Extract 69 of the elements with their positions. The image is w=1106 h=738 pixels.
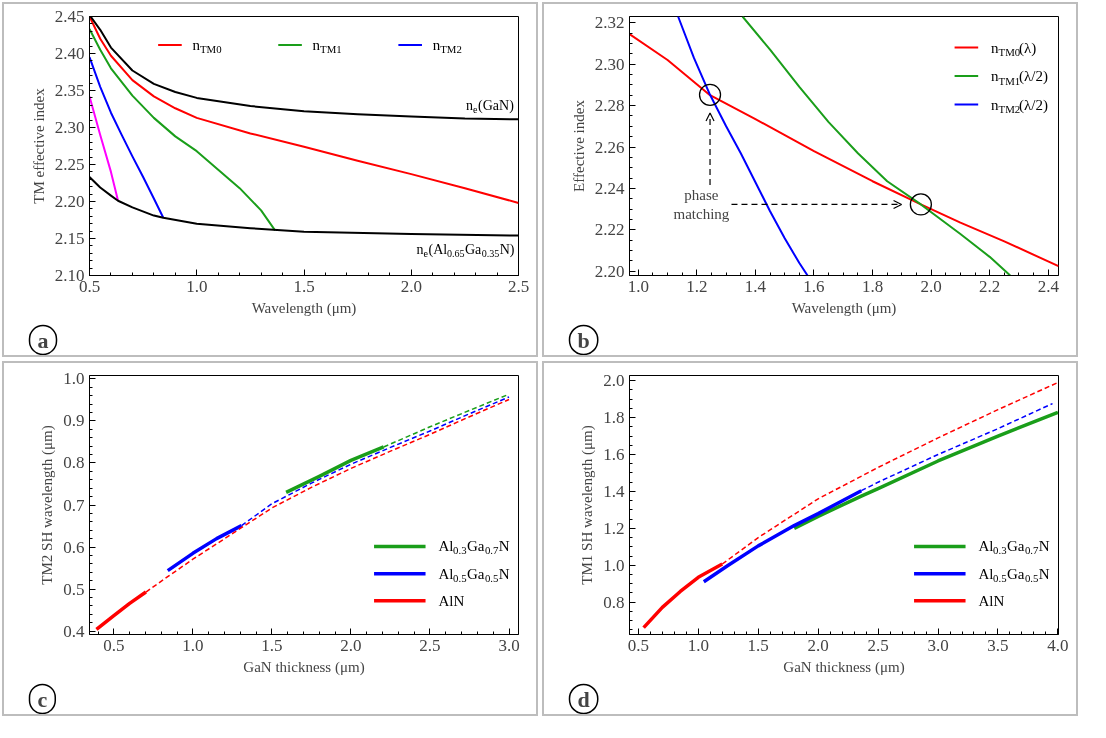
y-tick-label: 2.25 <box>54 155 85 174</box>
y-tick-label: 2.0 <box>603 371 625 391</box>
x-tick-label: 1.6 <box>803 276 825 296</box>
y-tick-label: 0.6 <box>63 537 85 557</box>
x-tick-label: 1.5 <box>293 276 315 296</box>
x-axis-title: Wavelength (μm) <box>251 299 357 317</box>
x-tick-label: 2.4 <box>1037 276 1060 296</box>
y-tick-label: 2.20 <box>594 261 625 281</box>
y-tick-label: 2.40 <box>54 44 85 63</box>
y-tick-label: 2.28 <box>594 96 625 116</box>
x-axis-title: GaN thickness (μm) <box>243 658 365 676</box>
text: a <box>37 327 49 353</box>
legend-label: AlN <box>438 592 465 609</box>
y-tick-label: 1.2 <box>603 518 625 538</box>
x-tick-label: 4.0 <box>1047 635 1069 655</box>
x-tick-label: 1.4 <box>744 276 767 296</box>
x-tick-label: 1.8 <box>861 276 884 296</box>
text: d <box>577 686 590 712</box>
y-tick-label: 2.32 <box>594 13 625 33</box>
x-tick-label: 2.5 <box>419 635 441 655</box>
y-tick-label: 2.30 <box>54 118 85 137</box>
y-axis-title: Effective index <box>570 99 587 192</box>
x-tick-label: 2.2 <box>979 276 1001 296</box>
x-tick-label: 0.5 <box>103 635 125 655</box>
x-tick-label: 2.0 <box>920 276 942 296</box>
x-tick-label: 1.5 <box>261 635 283 655</box>
y-axis-title: TM1 SH wavelength (μm) <box>579 425 597 585</box>
x-tick-label: 2.5 <box>507 276 530 296</box>
y-tick-label: 0.5 <box>63 579 85 599</box>
y-tick-label: 0.9 <box>63 411 85 431</box>
x-tick-label: 2.0 <box>400 276 422 296</box>
y-tick-label: 0.8 <box>63 453 85 473</box>
x-tick-label: 3.5 <box>987 635 1009 655</box>
text: c <box>37 686 48 712</box>
y-tick-label: 2.45 <box>54 7 85 26</box>
y-tick-label: 2.22 <box>594 220 625 240</box>
x-tick-label: 1.0 <box>687 635 709 655</box>
x-tick-label: 1.0 <box>627 276 649 296</box>
x-tick-label: 3.0 <box>927 635 949 655</box>
x-axis-title: GaN thickness (μm) <box>783 658 905 676</box>
annotation: phase matching <box>673 186 730 223</box>
y-tick-label: 2.35 <box>54 81 85 100</box>
x-tick-label: 2.0 <box>340 635 362 655</box>
y-tick-label: 2.26 <box>594 137 625 157</box>
x-tick-label: 2.0 <box>807 635 829 655</box>
y-tick-label: 2.24 <box>594 178 625 198</box>
y-tick-label: 1.6 <box>603 445 625 465</box>
y-tick-label: 1.0 <box>603 555 625 575</box>
text: b <box>577 327 590 353</box>
y-tick-label: 1.0 <box>63 369 85 389</box>
x-tick-label: 1.0 <box>182 635 204 655</box>
y-axis-title: TM2 SH wavelength (μm) <box>39 425 57 585</box>
x-tick-label: 1.5 <box>747 635 769 655</box>
legend-label: AlN <box>978 592 1005 609</box>
y-tick-label: 1.8 <box>603 408 625 428</box>
x-tick-label: 3.0 <box>498 635 520 655</box>
x-tick-label: 1.2 <box>686 276 708 296</box>
x-axis-title: Wavelength (μm) <box>791 299 897 317</box>
x-tick-label: 1.0 <box>186 276 208 296</box>
y-axis-title: TM effective index <box>30 87 47 204</box>
y-tick-label: 0.4 <box>63 621 85 641</box>
y-tick-label: 2.20 <box>54 192 85 211</box>
y-tick-label: 0.7 <box>63 495 85 515</box>
x-tick-label: 0.5 <box>627 635 649 655</box>
x-tick-label: 2.5 <box>867 635 889 655</box>
y-tick-label: 2.30 <box>594 54 625 74</box>
y-tick-label: 1.4 <box>603 481 625 501</box>
y-tick-label: 0.8 <box>603 592 625 612</box>
y-tick-label: 2.15 <box>54 229 85 248</box>
